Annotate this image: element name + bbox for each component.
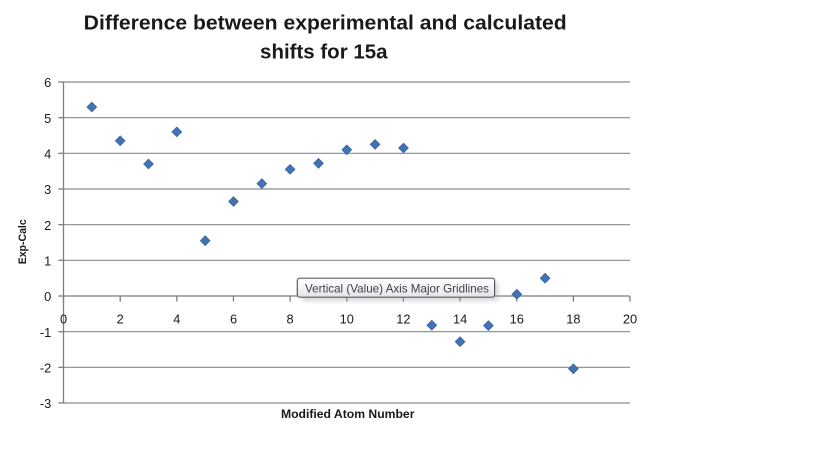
svg-text:-2: -2 [40,361,51,376]
svg-text:2: 2 [44,218,51,233]
svg-text:3: 3 [44,182,51,197]
svg-text:4: 4 [173,311,180,326]
svg-text:1: 1 [44,254,51,269]
svg-text:0: 0 [60,311,67,326]
svg-text:Vertical (Value) Axis Major Gr: Vertical (Value) Axis Major Gridlines [305,281,489,295]
svg-text:0: 0 [44,289,51,304]
svg-text:Modified Atom Number: Modified Atom Number [281,407,415,421]
svg-text:5: 5 [44,111,51,126]
svg-text:6: 6 [230,311,237,326]
svg-text:-1: -1 [40,325,51,340]
svg-text:Difference between experimenta: Difference between experimental and calc… [84,12,567,35]
svg-text:6: 6 [44,75,51,90]
svg-text:2: 2 [117,311,124,326]
svg-text:shifts for 15a: shifts for 15a [260,40,388,63]
svg-text:-3: -3 [40,396,51,411]
svg-text:18: 18 [566,311,580,326]
svg-text:8: 8 [287,311,294,326]
svg-text:14: 14 [453,311,467,326]
svg-text:12: 12 [396,311,410,326]
svg-text:Exp-Calc: Exp-Calc [17,219,29,264]
svg-text:16: 16 [510,311,524,326]
svg-text:4: 4 [44,147,51,162]
svg-text:20: 20 [623,311,637,326]
svg-text:10: 10 [340,311,354,326]
